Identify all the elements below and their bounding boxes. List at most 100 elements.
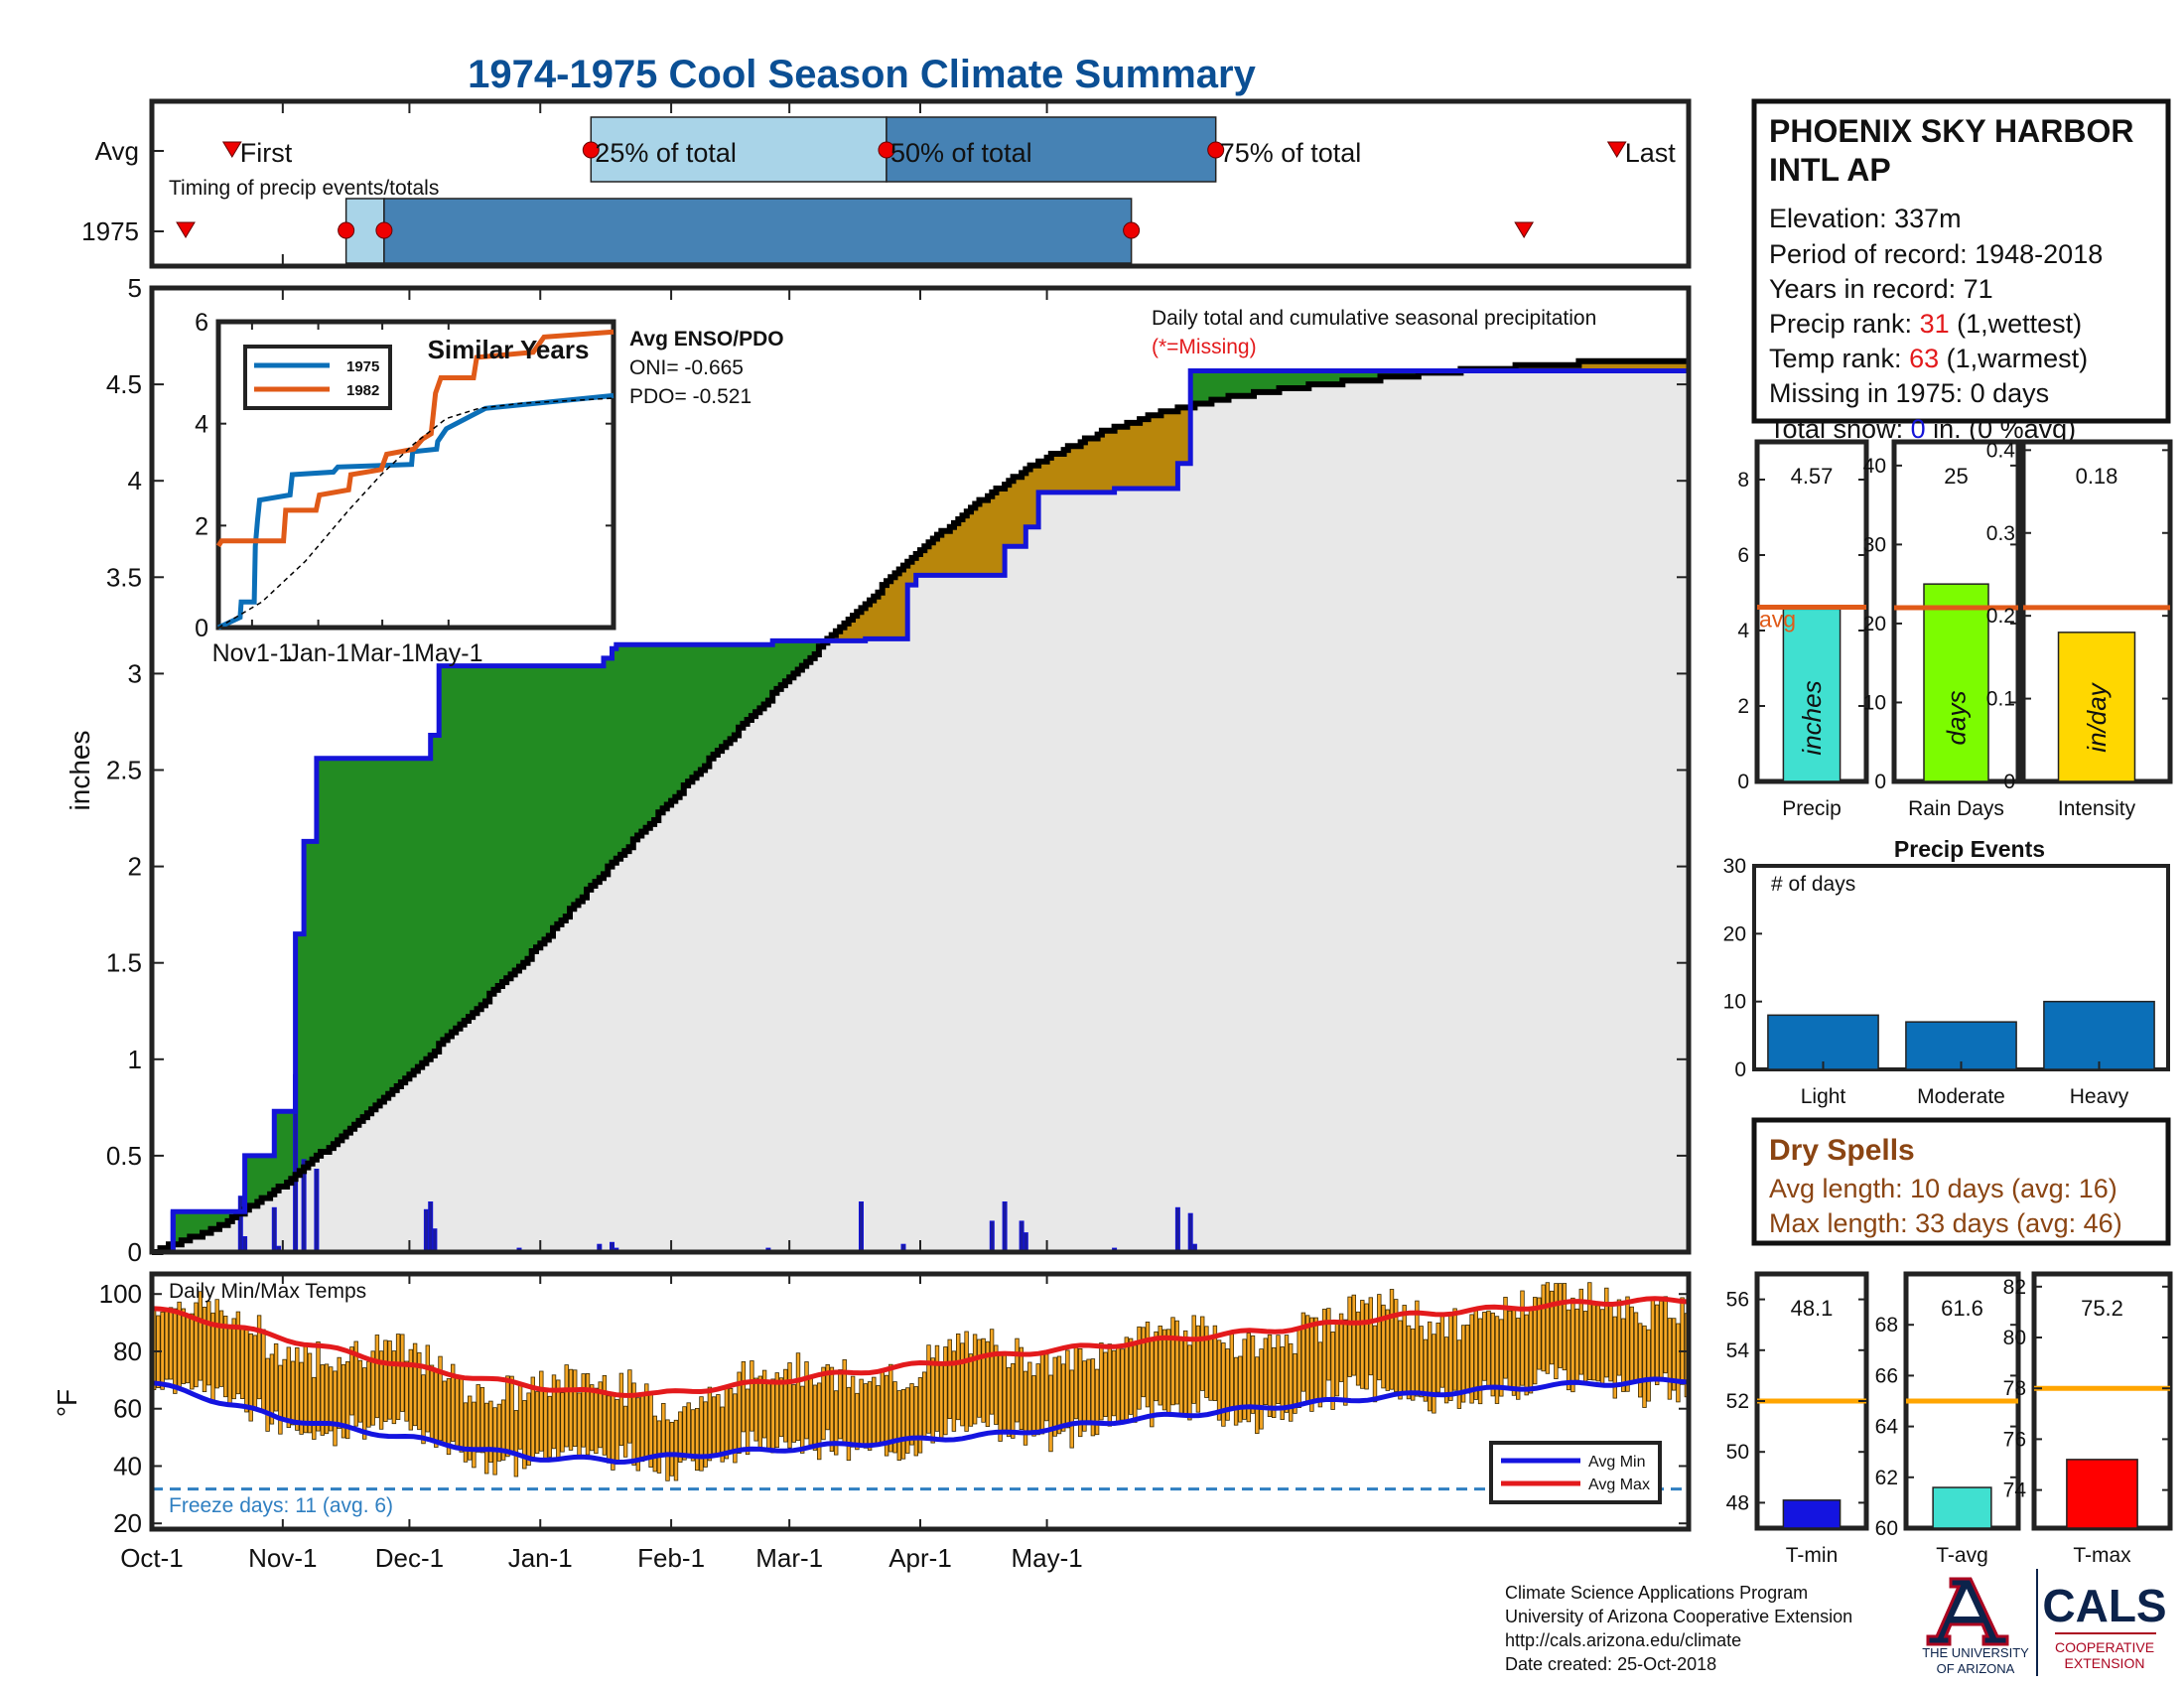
main-ytick-label-5: 2.5 (106, 756, 142, 785)
station-temp-rank: Temp rank: 63 (1,warmest) (1769, 344, 2088, 373)
daily-temp-bar-271 (1293, 1352, 1297, 1414)
daily-temp-bar-116 (639, 1394, 645, 1463)
daily-temp-bar-28 (269, 1353, 275, 1425)
daily-temp-bar-211 (1039, 1352, 1045, 1435)
timing-panel: Avg 1975 Timing of precip events/totals … (81, 98, 1692, 269)
avg-min-line (151, 1376, 1690, 1466)
intensity-ytick-label-3: 0.3 (1986, 522, 2015, 545)
daily-temp-bar-354 (1642, 1325, 1647, 1408)
daily-temp-bar-121 (661, 1403, 666, 1458)
inset-legend: 1975 1982 (243, 345, 392, 410)
ua-line2: OF ARIZONA (1937, 1661, 2015, 1676)
precip-total-avg-label: avg (1759, 606, 1796, 632)
daily-temp-bar-55 (383, 1339, 388, 1423)
daily-temp-bar-163 (838, 1369, 843, 1440)
daily-temp-bar-350 (1625, 1296, 1630, 1392)
daily-temp-bar-239 (1158, 1326, 1162, 1406)
daily-temp-bar-99 (568, 1368, 574, 1451)
daily-temp-bar-322 (1507, 1310, 1512, 1390)
daily-temp-bar-248 (1195, 1325, 1201, 1413)
daily-temp-bar-15 (214, 1299, 219, 1389)
dry-spells-avg: Avg length: 10 days (avg: 16) (1769, 1174, 2117, 1203)
temps-ytick-label-3: 80 (113, 1336, 142, 1366)
daily-temp-bar-331 (1545, 1282, 1551, 1374)
daily-temp-bar-168 (859, 1378, 864, 1447)
daily-temp-bar-304 (1432, 1334, 1436, 1414)
station-precip-rank: Precip rank: 31 (1,wettest) (1769, 309, 2082, 339)
timing-label-first: First (240, 138, 293, 168)
daily-temp-bar-156 (808, 1374, 813, 1446)
daily-temp-bar-146 (766, 1380, 771, 1452)
daily-temp-bar-363 (1680, 1297, 1685, 1385)
daily-temp-bar-71 (450, 1363, 456, 1442)
daily-temp-bar-147 (770, 1378, 775, 1454)
daily-temp-bar-132 (707, 1386, 713, 1462)
daily-temp-bar-353 (1638, 1323, 1643, 1398)
main-ylabel: inches (65, 731, 95, 811)
daily-temp-bar-332 (1550, 1290, 1555, 1365)
daily-temp-bar-157 (812, 1384, 818, 1451)
daily-temp-bar-230 (1120, 1348, 1125, 1421)
daily-temp-bar-64 (421, 1374, 426, 1445)
timing-label-75: 75% of total (1220, 138, 1362, 168)
daily-temp-bar-128 (690, 1409, 696, 1462)
daily-temp-bar-83 (500, 1399, 506, 1461)
daily-temp-bar-258 (1238, 1355, 1243, 1423)
daily-temp-bar-145 (761, 1369, 767, 1439)
daily-temp-bar-213 (1048, 1374, 1053, 1453)
daily-temp-bar-50 (361, 1367, 367, 1440)
tmin-ytick-label-3: 54 (1726, 1339, 1750, 1362)
daily-temp-bar-97 (560, 1392, 565, 1453)
daily-temp-bar-267 (1276, 1335, 1281, 1404)
daily-precip-bar-22 (989, 1220, 995, 1253)
daily-temp-bar-298 (1406, 1325, 1412, 1400)
daily-temp-bar-82 (496, 1403, 502, 1462)
station-info-box: PHOENIX SKY HARBOR INTL AP Elevation: 33… (1751, 98, 2171, 444)
average-cumulative-area (152, 360, 1689, 1252)
daily-temp-bar-65 (425, 1344, 430, 1433)
daily-temp-bar-299 (1411, 1328, 1416, 1401)
daily-temp-bar-262 (1255, 1356, 1260, 1434)
daily-temp-bar-170 (867, 1381, 873, 1451)
daily-temp-bar-310 (1456, 1339, 1462, 1409)
daily-temp-bar-178 (900, 1389, 906, 1460)
daily-temp-bar-166 (850, 1375, 856, 1448)
daily-temp-bar-255 (1225, 1348, 1230, 1421)
daily-temp-bar-215 (1056, 1355, 1062, 1435)
daily-temp-bar-273 (1300, 1312, 1306, 1392)
daily-temp-bar-89 (526, 1392, 531, 1467)
daily-temp-bar-182 (917, 1377, 923, 1454)
timing-label-25: 25% of total (595, 138, 737, 168)
daily-precip-bar-9 (428, 1201, 434, 1253)
timing-title: Timing of precip events/totals (169, 177, 439, 200)
daily-temp-bar-192 (960, 1342, 965, 1427)
daily-temp-bar-171 (872, 1376, 877, 1444)
daily-precip-bar-1 (237, 1196, 243, 1253)
precip-total-ytick-label-2: 4 (1737, 620, 1749, 642)
intensity-value-label: 0.18 (2076, 464, 2118, 489)
daily-temp-bar-165 (846, 1386, 852, 1462)
precip-total-xlabel: Precip (1782, 797, 1842, 820)
timing-label-last: Last (1625, 138, 1677, 168)
daily-temp-bar-328 (1533, 1297, 1538, 1385)
timing-1975-q2-bar (383, 198, 1133, 264)
daily-temp-bar-53 (374, 1335, 380, 1419)
daily-temp-bar-91 (534, 1391, 540, 1455)
cals-text: CALS (2042, 1580, 2166, 1631)
daily-temp-bar-150 (783, 1368, 788, 1443)
daily-temp-bar-216 (1061, 1363, 1066, 1432)
daily-temp-bar-81 (492, 1407, 497, 1476)
main-ytick-label-7: 3.5 (106, 562, 142, 592)
main-ytick-label-4: 2 (128, 852, 142, 882)
daily-precip-bars (170, 1073, 1197, 1253)
daily-temp-bar-201 (998, 1352, 1003, 1442)
daily-temp-bar-293 (1385, 1309, 1390, 1391)
main-legend-line2: (*=Missing) (1152, 336, 1257, 358)
footer-line3: http://cals.arizona.edu/climate (1505, 1630, 1741, 1650)
daily-temp-bar-315 (1477, 1318, 1483, 1405)
daily-temp-bar-251 (1208, 1335, 1213, 1401)
daily-temp-bar-144 (757, 1375, 762, 1449)
daily-temp-bar-70 (446, 1378, 452, 1456)
daily-temp-bar-253 (1216, 1339, 1222, 1421)
